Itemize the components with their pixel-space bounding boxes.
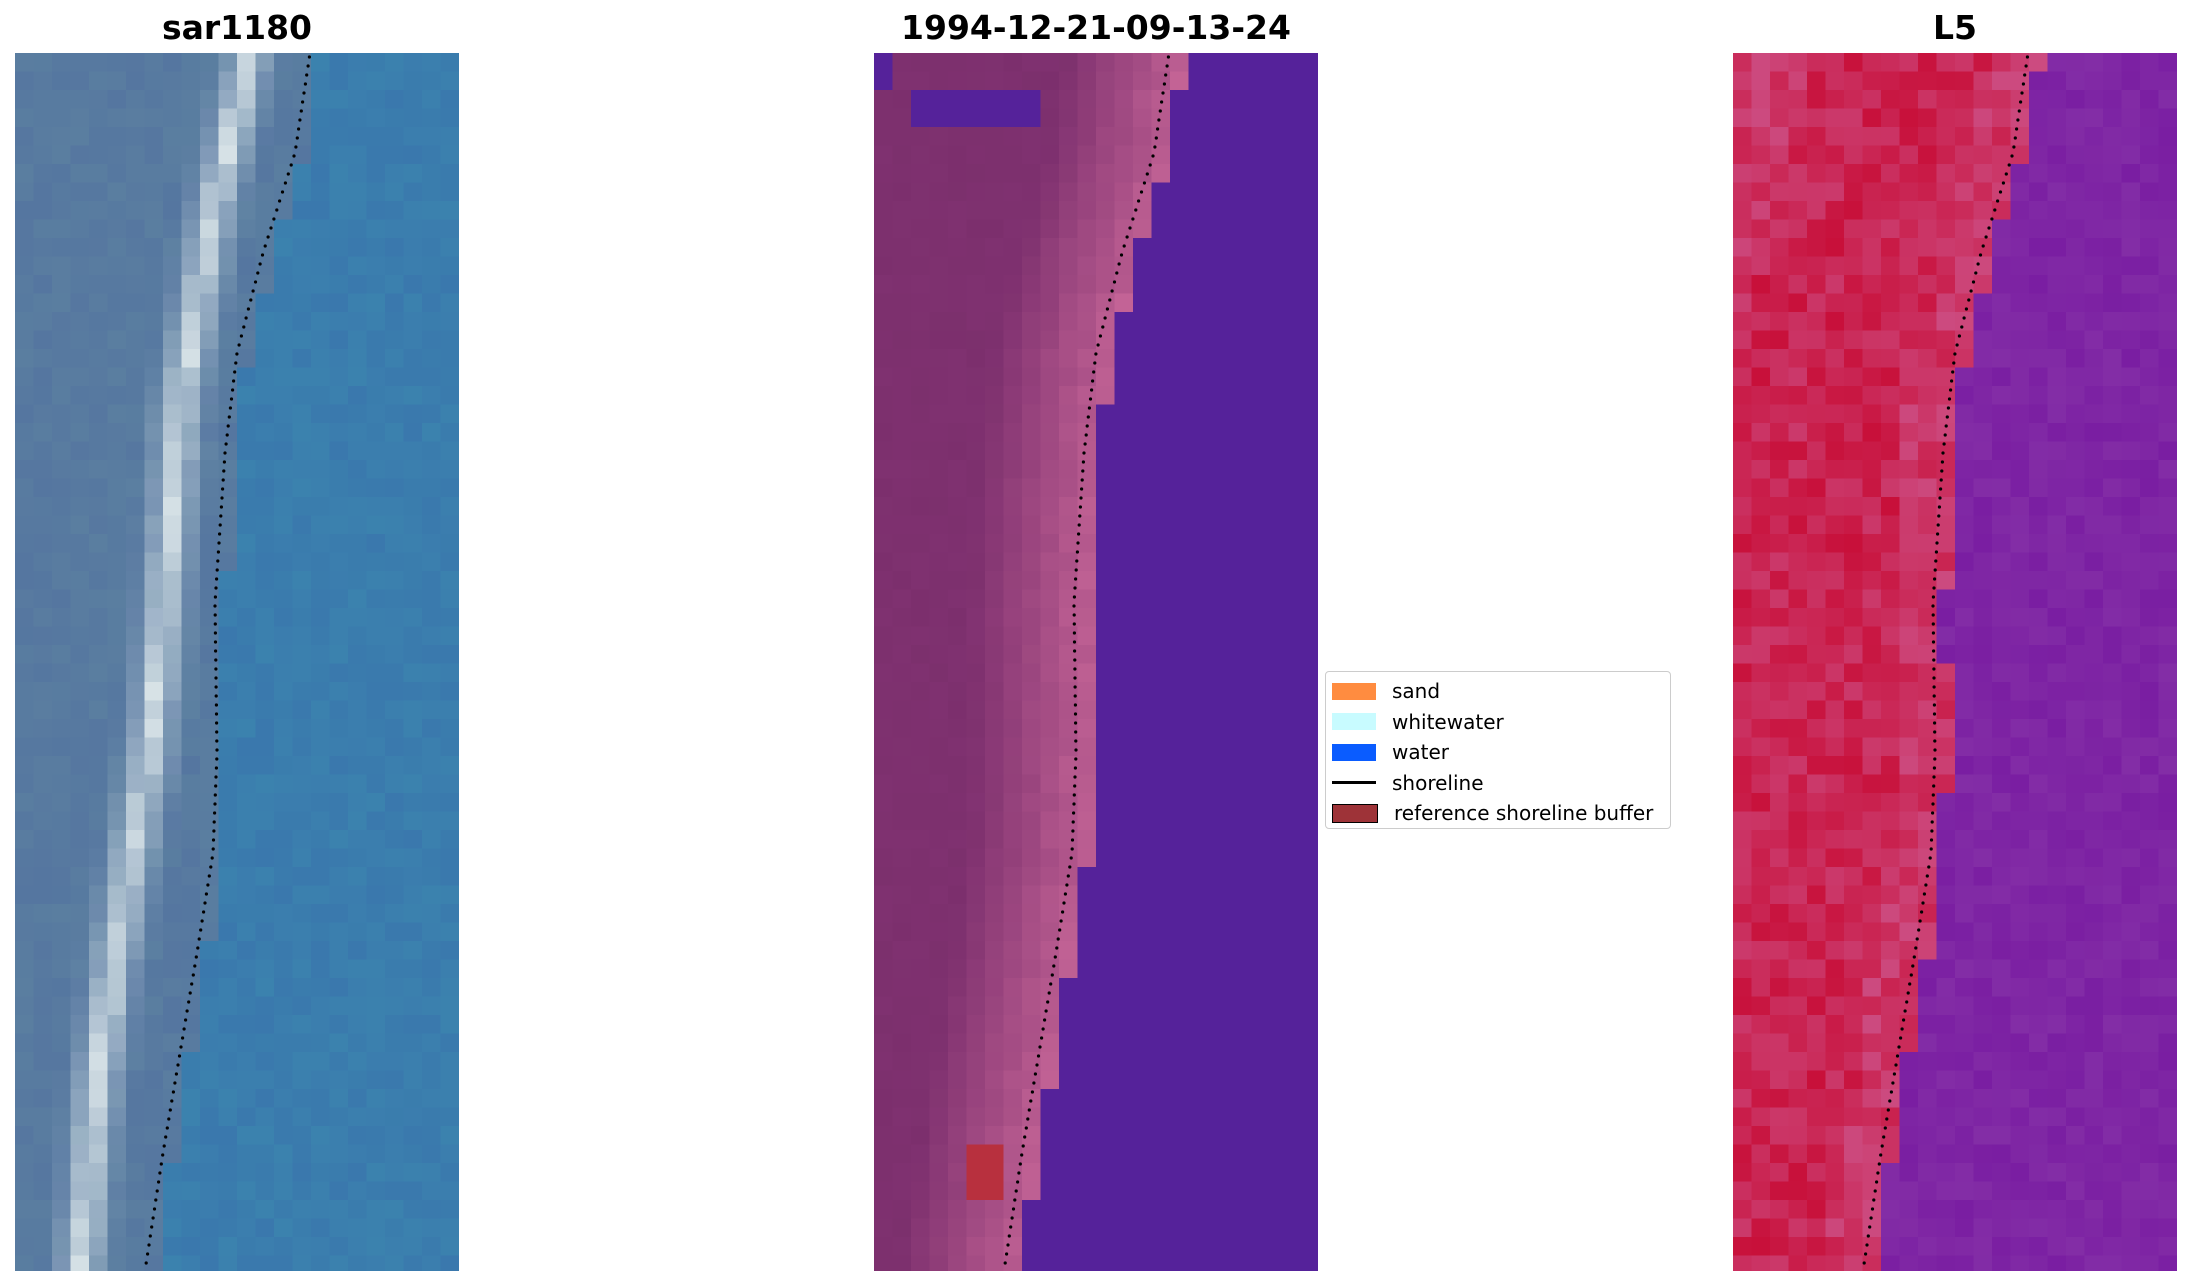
legend-item-reference-buffer: reference shoreline buffer <box>1332 798 1664 829</box>
panel-title-classified: 1994-12-21-09-13-24 <box>901 8 1291 47</box>
whitewater-swatch <box>1332 713 1376 731</box>
legend-label: shoreline <box>1392 770 1484 795</box>
shoreline-dots <box>144 55 311 1265</box>
shoreline-dots <box>1003 55 1170 1265</box>
legend-label: sand <box>1392 679 1441 704</box>
legend-label: reference shoreline buffer <box>1394 801 1654 826</box>
classified-image <box>874 53 1318 1271</box>
legend-item-whitewater: whitewater <box>1332 707 1664 738</box>
legend-label: whitewater <box>1392 709 1504 734</box>
legend-label: water <box>1392 740 1449 765</box>
reference-buffer-swatch <box>1332 803 1378 823</box>
panel-title-index: L5 <box>1933 8 1977 47</box>
water-swatch <box>1332 743 1376 761</box>
sand-swatch <box>1332 682 1376 700</box>
legend: sand whitewater water shoreline referenc… <box>1325 671 1671 829</box>
classified-image-panel <box>874 53 1318 1271</box>
index-image-panel <box>1733 53 2177 1271</box>
shoreline-dots <box>1862 55 2029 1265</box>
index-image <box>1733 53 2177 1271</box>
legend-item-shoreline: shoreline <box>1332 768 1664 799</box>
panel-title-rgb: sar1180 <box>161 8 313 47</box>
legend-item-sand: sand <box>1332 676 1664 707</box>
legend-item-water: water <box>1332 737 1664 768</box>
shoreline-line-icon <box>1332 774 1376 791</box>
rgb-image <box>15 53 459 1271</box>
rgb-image-panel <box>15 53 459 1271</box>
